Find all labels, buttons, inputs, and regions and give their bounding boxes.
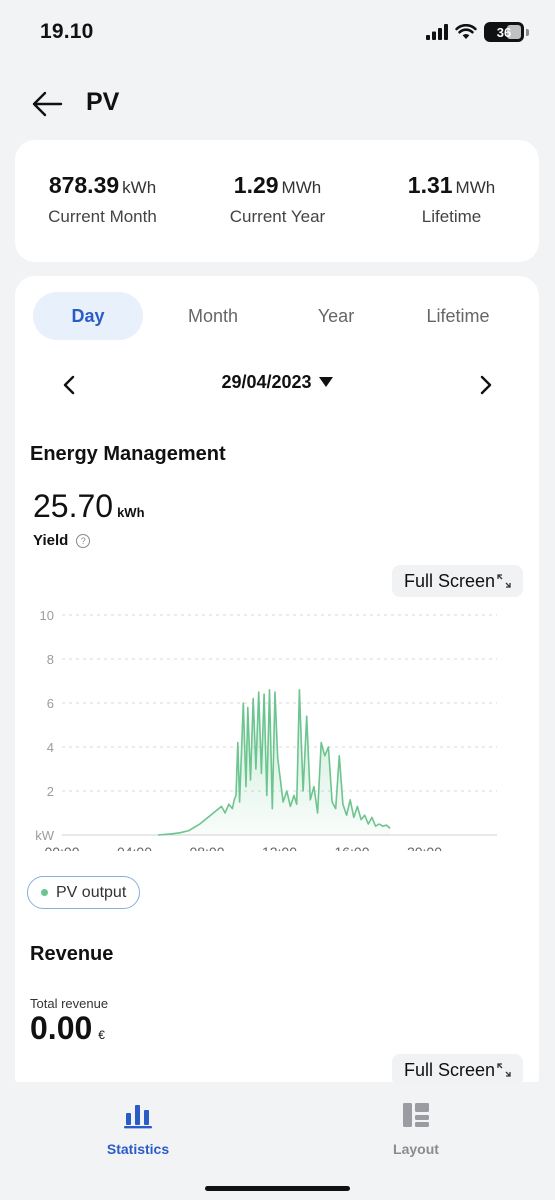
status-bar: 19.10 36 [0, 0, 555, 68]
yield-unit: kWh [117, 505, 145, 520]
x-tick-label: 12:00 [262, 844, 297, 851]
y-tick-label: 2 [47, 784, 54, 799]
page-title: PV [86, 88, 120, 116]
revenue-title: Revenue [30, 943, 114, 965]
date-picker[interactable]: 29/04/2023 [15, 372, 539, 393]
revenue-full-screen-button[interactable]: Full Screen [391, 1054, 523, 1086]
date-selector: 29/04/2023 [15, 366, 539, 402]
energy-management-title: Energy Management [30, 443, 226, 465]
summary-unit: MWh [455, 178, 496, 197]
summary-lifetime: 1.31 MWh Lifetime [364, 172, 539, 227]
summary-current-year: 1.29 MWh Current Year [190, 172, 365, 227]
pv-output-chart: 2 4 6 8 10 kW00:00 04:00 08:00 12:00 16:00 20:00 [35, 608, 497, 851]
yield-label: Yield [33, 532, 69, 549]
summary-current-month: 878.39 kWh Current Month [15, 172, 190, 227]
tab-month[interactable]: Month [187, 306, 239, 326]
chevron-left-icon [63, 375, 75, 395]
expand-icon [497, 1063, 511, 1077]
x-tick-label: 20:00 [407, 844, 442, 851]
total-revenue-unit: € [98, 1028, 105, 1042]
legend-label: PV output [56, 883, 127, 901]
expand-icon [497, 574, 511, 588]
yield-value-block: 25.70 kWh [33, 488, 145, 525]
y-tick-label: 8 [47, 652, 54, 667]
total-revenue-value: 0.00 [30, 1010, 93, 1046]
summary-unit: MWh [281, 178, 322, 197]
summary-label: Lifetime [421, 207, 482, 226]
battery-icon: 36 [484, 22, 524, 42]
wifi-icon [455, 24, 477, 39]
total-revenue-label: Total revenue [30, 996, 109, 1011]
nav-layout-label: Layout [393, 1141, 439, 1157]
x-tick-label: 00:00 [44, 844, 79, 851]
date-value: 29/04/2023 [221, 372, 312, 392]
x-tick-label: 16:00 [334, 844, 369, 851]
summary-label: Current Year [229, 207, 326, 226]
y-tick-label: 4 [47, 740, 54, 755]
summary-label: Current Month [48, 207, 157, 226]
yield-value: 25.70 [33, 488, 114, 524]
x-tick-label: 08:00 [189, 844, 224, 851]
y-axis-label: kW [35, 828, 55, 843]
summary-unit: kWh [122, 178, 157, 197]
header: PV [0, 80, 555, 126]
status-icons: 36 [426, 22, 529, 42]
status-time: 19.10 [40, 20, 94, 43]
tab-year[interactable]: Year [317, 306, 355, 326]
statistics-card: Day Month Year Lifetime 29/04/2023 Energ… [15, 276, 539, 1096]
nav-statistics[interactable]: Statistics [78, 1100, 198, 1157]
series-line-pv-output [158, 689, 391, 836]
help-icon[interactable]: ? [76, 533, 91, 548]
yield-label-block: Yield ? [33, 532, 91, 549]
caret-down-icon [318, 377, 333, 387]
summary-card: 878.39 kWh Current Month 1.29 MWh Current … [15, 140, 539, 262]
tab-lifetime[interactable]: Lifetime [426, 306, 490, 326]
chevron-right-icon [480, 375, 492, 395]
battery-tip [526, 28, 529, 36]
bottom-tab-bar: Statistics Layout [0, 1082, 555, 1200]
legend-dot [41, 889, 48, 896]
x-tick-label: 04:00 [117, 844, 152, 851]
signal-icon [426, 24, 448, 40]
summary-value: 1.31 [407, 172, 453, 198]
full-screen-label: Full Screen [403, 571, 495, 591]
full-screen-button[interactable]: Full Screen [391, 565, 523, 597]
previous-date-button[interactable] [55, 370, 85, 400]
y-tick-label: 6 [47, 696, 54, 711]
full-screen-label: Full Screen [403, 1060, 495, 1080]
next-date-button[interactable] [470, 370, 500, 400]
period-tabs: Day Month Year Lifetime [33, 292, 523, 340]
nav-statistics-label: Statistics [106, 1141, 170, 1157]
summary-value: 1.29 [233, 172, 279, 198]
nav-layout[interactable]: Layout [356, 1100, 476, 1157]
home-indicator [205, 1186, 350, 1191]
y-tick-label: 10 [40, 608, 54, 623]
layout-icon [403, 1103, 429, 1127]
back-button[interactable] [30, 86, 66, 122]
arrow-left-icon [32, 91, 63, 117]
tab-day[interactable]: Day [33, 292, 143, 340]
legend-pv-output[interactable]: PV output [27, 876, 141, 909]
summary-value: 878.39 [48, 172, 120, 198]
bar-chart-icon [124, 1105, 152, 1129]
total-revenue-block: 0.00 € [30, 1010, 105, 1047]
battery-level: 36 [496, 24, 512, 40]
